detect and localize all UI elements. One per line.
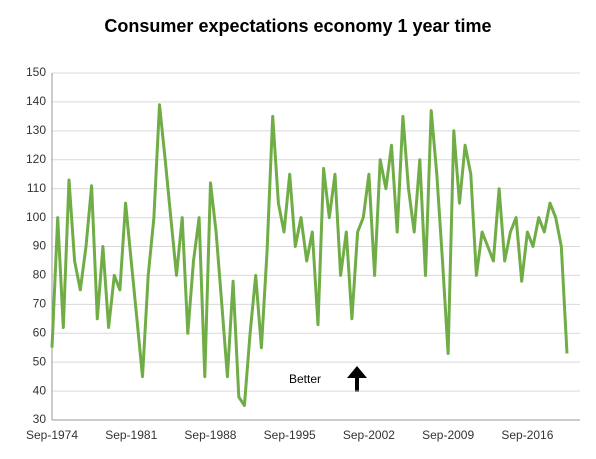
y-tick-label: 140 — [26, 94, 46, 108]
x-tick-label: Sep-2009 — [422, 428, 474, 442]
x-tick-label: Sep-1981 — [105, 428, 157, 442]
y-tick-label: 60 — [33, 325, 47, 339]
arrow — [347, 366, 367, 392]
annotation: Better — [289, 372, 321, 386]
line-series — [50, 103, 569, 407]
x-tick-label: Sep-2002 — [343, 428, 395, 442]
y-tick-label: 40 — [33, 383, 47, 397]
y-tick-label: 70 — [33, 297, 47, 311]
x-tick-label: Sep-1995 — [264, 428, 316, 442]
chart-title: Consumer expectations economy 1 year tim… — [104, 16, 491, 36]
y-tick-label: 90 — [33, 239, 47, 253]
y-tick-label: 50 — [33, 354, 47, 368]
x-tick-label: Sep-1974 — [26, 428, 78, 442]
y-tick-label: 150 — [26, 65, 46, 79]
x-tick-label: Sep-1988 — [184, 428, 236, 442]
y-tick-label: 120 — [26, 152, 46, 166]
y-tick-label: 80 — [33, 268, 47, 282]
x-tick-label: Sep-2016 — [501, 428, 553, 442]
y-tick-label: 30 — [33, 412, 47, 426]
y-tick-label: 100 — [26, 210, 46, 224]
y-tick-label: 130 — [26, 123, 46, 137]
y-tick-label: 110 — [27, 181, 46, 195]
